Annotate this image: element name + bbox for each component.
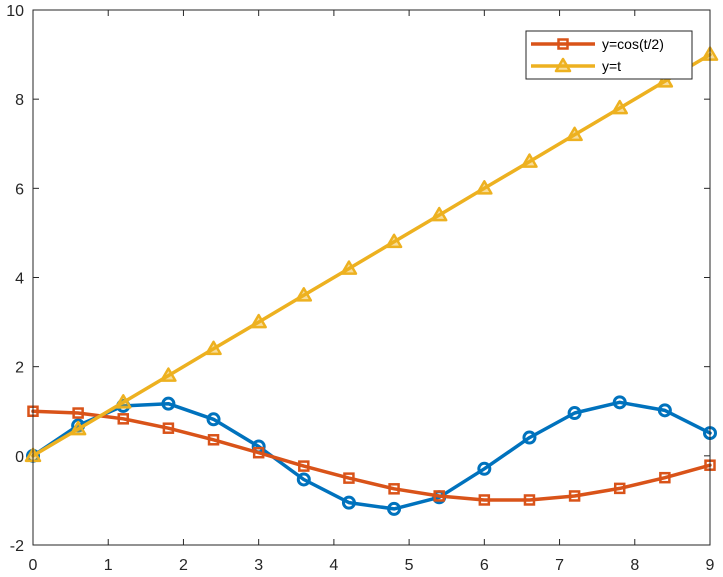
axes-box <box>32 9 711 546</box>
legend-label: y=cos(t/2) <box>602 36 664 52</box>
y-tick-label: 2 <box>15 360 24 377</box>
series-line <box>31 400 712 511</box>
series-2 <box>27 405 716 506</box>
series-line <box>31 52 712 458</box>
x-tick-label: 3 <box>254 557 263 574</box>
data-point <box>117 413 130 425</box>
y-tick-label: 6 <box>15 181 24 198</box>
data-point <box>477 461 492 476</box>
data-point <box>433 490 445 502</box>
data-point <box>478 494 491 506</box>
data-point <box>657 403 672 418</box>
square-marker-icon <box>557 38 569 50</box>
series-line <box>31 409 712 502</box>
x-tick-label: 9 <box>706 557 715 574</box>
data-point <box>656 73 674 88</box>
legend-box <box>525 30 693 80</box>
x-tick-label: 2 <box>179 557 188 574</box>
x-tick-label: 1 <box>104 557 113 574</box>
data-point <box>566 126 583 142</box>
plot-area <box>33 10 710 545</box>
x-tick-label: 8 <box>630 557 639 574</box>
data-point <box>612 395 627 410</box>
data-point <box>521 153 538 168</box>
legend-label: y=t <box>602 58 621 74</box>
data-point <box>611 99 628 115</box>
data-point <box>388 483 400 495</box>
data-point <box>69 420 87 436</box>
y-tick-label: 8 <box>15 92 24 109</box>
data-point <box>430 206 448 222</box>
x-tick-label: 6 <box>480 557 489 574</box>
data-point <box>72 407 84 419</box>
data-point <box>385 233 403 249</box>
data-point <box>659 471 671 484</box>
data-point <box>340 260 358 275</box>
data-point <box>295 287 313 302</box>
data-point <box>207 434 220 446</box>
legend-entry: y=t <box>531 57 621 74</box>
x-tick-label: 5 <box>405 557 414 574</box>
y-tick-label: 10 <box>6 3 24 20</box>
data-point <box>568 490 581 502</box>
y-tick-label: 4 <box>15 271 24 288</box>
data-point <box>523 494 536 506</box>
series-layer <box>24 46 719 516</box>
x-tick-label: 0 <box>29 557 38 574</box>
data-point <box>343 472 355 484</box>
data-point <box>298 460 310 472</box>
data-point <box>252 446 265 459</box>
legend: y=cos(t/2) y=t <box>525 30 693 80</box>
triangle-marker-icon <box>554 57 572 73</box>
series-3 <box>24 46 719 463</box>
data-point <box>522 430 537 445</box>
data-point <box>205 340 222 356</box>
data-point <box>296 472 311 487</box>
data-point <box>162 422 175 434</box>
data-point <box>115 394 132 409</box>
y-tick-label: 0 <box>15 449 24 466</box>
data-point <box>567 406 582 421</box>
data-point <box>160 367 177 382</box>
data-point <box>387 501 402 516</box>
x-tick-label: 4 <box>329 557 338 574</box>
data-point <box>341 495 356 510</box>
data-point <box>250 313 267 329</box>
data-point <box>613 482 626 495</box>
data-point <box>206 412 221 427</box>
tick-labels: 0 1 2 3 4 5 6 7 8 9 -2 0 2 4 6 8 10 <box>6 3 714 574</box>
data-point <box>161 396 176 411</box>
legend-entry: y=cos(t/2) <box>531 36 664 52</box>
y-tick-label: -2 <box>10 538 24 555</box>
data-point <box>476 180 493 195</box>
x-tick-label: 7 <box>555 557 564 574</box>
